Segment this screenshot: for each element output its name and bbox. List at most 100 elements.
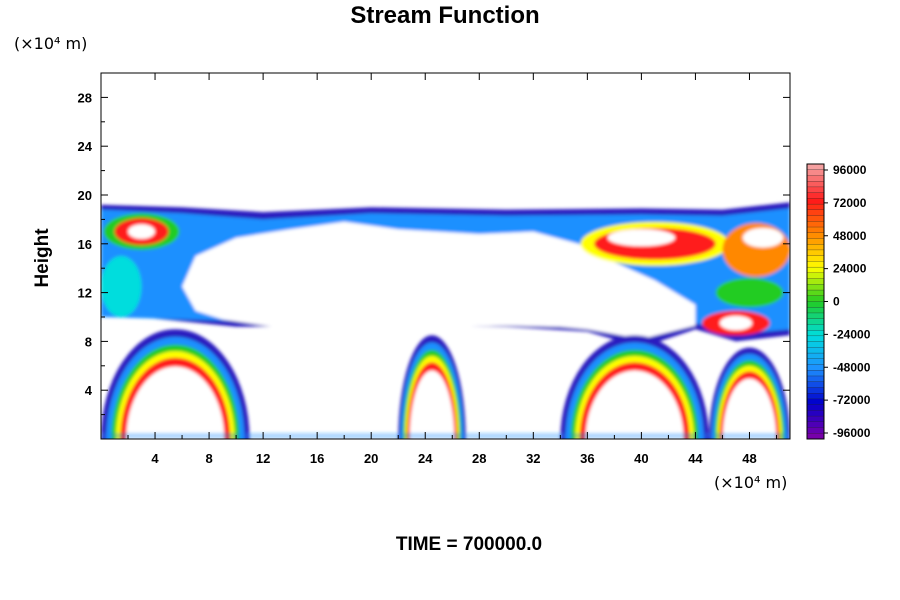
colorbar-band xyxy=(806,433,825,440)
colorbar-band xyxy=(806,186,825,194)
colorbar-band xyxy=(806,203,825,211)
x-tick-label: 36 xyxy=(580,451,594,466)
colorbar-band xyxy=(806,381,825,388)
x-tick-label: 28 xyxy=(472,451,486,466)
colorbar-label: 48000 xyxy=(833,229,867,243)
colorbar-band xyxy=(806,415,825,423)
band-interior xyxy=(182,221,696,339)
colorbar-band xyxy=(806,370,825,377)
colorbar-band xyxy=(806,249,825,257)
x-tick-label: 12 xyxy=(256,451,270,466)
colorbar-band xyxy=(806,375,825,383)
cell-contour xyxy=(126,366,225,439)
colorbar-band xyxy=(806,209,825,217)
colorbar-label: -72000 xyxy=(833,393,871,407)
colorbar-label: 72000 xyxy=(833,196,867,210)
colorbar-label: 0 xyxy=(833,295,840,309)
colorbar-label: -24000 xyxy=(833,327,871,341)
colorbar-band xyxy=(806,427,825,434)
colorbar-band xyxy=(806,192,825,199)
colorbar-band xyxy=(806,244,825,251)
stream-function-field xyxy=(101,202,790,439)
closed-cell xyxy=(101,329,250,439)
colorbar-band xyxy=(806,352,825,360)
colorbar-band xyxy=(806,175,825,182)
x-axis-unit: (×10⁴ m) xyxy=(714,473,787,492)
colorbar-band xyxy=(806,347,825,354)
blob-cyan xyxy=(101,256,142,317)
closed-cell xyxy=(708,347,790,439)
colorbar-band xyxy=(806,284,825,291)
blob-core xyxy=(719,315,753,331)
colorbar-band xyxy=(806,169,825,176)
cell-contour xyxy=(585,370,684,439)
cell-contour xyxy=(409,370,455,439)
colorbar-band xyxy=(806,393,825,400)
x-tick-label: 40 xyxy=(634,451,648,466)
y-tick-label: 8 xyxy=(85,334,92,349)
colorbar-band xyxy=(806,335,825,343)
colorbar-band xyxy=(806,232,825,239)
y-axis-label: Height xyxy=(32,228,53,288)
colorbar-band xyxy=(806,238,825,245)
colorbar-band xyxy=(806,404,825,411)
blob-core xyxy=(128,224,156,239)
x-tick-label: 4 xyxy=(151,451,159,466)
x-tick-label: 32 xyxy=(526,451,540,466)
colorbar-band xyxy=(806,329,825,337)
cell-contour xyxy=(722,378,777,439)
colorbar-band xyxy=(806,261,825,268)
colorbar-band xyxy=(806,398,825,406)
x-tick-label: 48 xyxy=(742,451,756,466)
y-tick-label: 12 xyxy=(78,286,92,301)
plot-frame xyxy=(100,72,791,440)
y-tick-label: 4 xyxy=(85,383,93,398)
y-tick-label: 20 xyxy=(78,188,92,203)
colorbar-band xyxy=(806,215,825,222)
x-tick-label: 24 xyxy=(418,451,433,466)
closed-cell xyxy=(398,335,466,439)
y-tick-label: 16 xyxy=(78,237,92,252)
y-tick-label: 24 xyxy=(78,139,93,154)
colorbar-band xyxy=(806,410,825,417)
colorbar-band xyxy=(806,278,825,285)
colorbar-label: 24000 xyxy=(833,262,867,276)
colorbar-band xyxy=(806,295,825,302)
y-tick-label: 28 xyxy=(78,90,92,105)
colorbar-band xyxy=(806,301,825,308)
colorbar-band xyxy=(806,266,825,274)
colorbar: 96000 72000 48000 24000 0 -24000 -48000 -72000 -… xyxy=(806,163,871,440)
colorbar-band xyxy=(806,221,825,228)
floor-band xyxy=(101,432,790,439)
x-tick-label: 16 xyxy=(310,451,324,466)
x-tick-label: 8 xyxy=(205,451,212,466)
colorbar-band xyxy=(806,312,825,320)
x-tick-label: 44 xyxy=(688,451,703,466)
colorbar-label: -48000 xyxy=(833,360,871,374)
x-tick-label: 20 xyxy=(364,451,378,466)
colorbar-band xyxy=(806,324,825,331)
colorbar-band xyxy=(806,364,825,371)
blob-green xyxy=(715,277,784,308)
colorbar-label: 96000 xyxy=(833,163,867,177)
colorbar-band xyxy=(806,289,825,297)
colorbar-band xyxy=(806,341,825,348)
colorbar-band xyxy=(806,358,825,365)
colorbar-band xyxy=(806,307,825,314)
colorbar-band xyxy=(806,421,825,428)
closed-cell xyxy=(560,335,709,439)
colorbar-band xyxy=(806,272,825,280)
time-label: TIME = 700000.0 xyxy=(396,534,542,555)
colorbar-band xyxy=(806,318,825,325)
blob-core xyxy=(742,227,784,248)
colorbar-band xyxy=(806,255,825,262)
field-layers xyxy=(101,202,790,439)
colorbar-band xyxy=(806,387,825,394)
colorbar-label: -96000 xyxy=(833,426,871,440)
blob-core xyxy=(607,229,676,247)
chart-title: Stream Function xyxy=(350,2,539,29)
colorbar-band xyxy=(806,163,825,171)
colorbar-band xyxy=(806,226,825,234)
y-axis-unit: (×10⁴ m) xyxy=(14,34,87,53)
